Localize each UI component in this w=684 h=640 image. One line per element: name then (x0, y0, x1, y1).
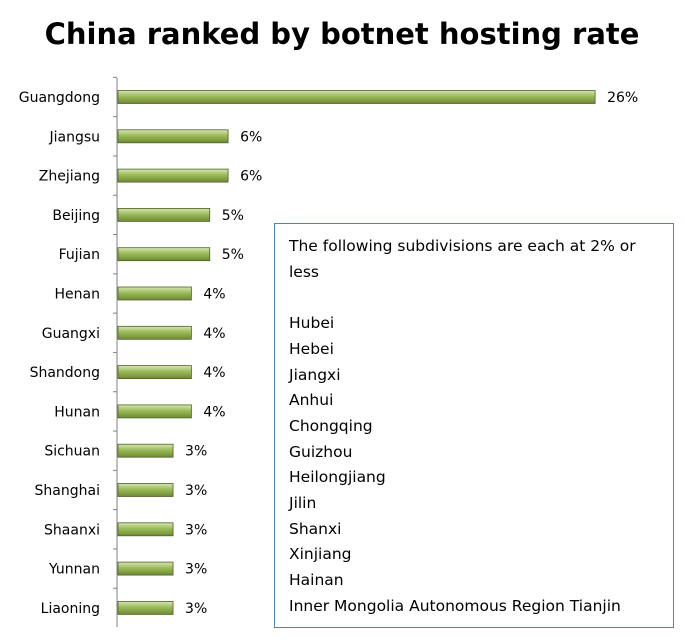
category-label-shanghai: Shanghai (35, 483, 100, 499)
value-label-guangdong: 26% (607, 90, 638, 106)
category-label-shandong: Shandong (30, 365, 100, 381)
value-label-shanghai: 3% (185, 483, 207, 499)
value-label-beijing: 5% (222, 208, 244, 224)
bar-yunnan (117, 561, 174, 576)
category-label-hunan: Hunan (54, 404, 100, 420)
category-label-shaanxi: Shaanxi (44, 522, 100, 538)
annotation-item: Heilongjiang (289, 468, 386, 487)
category-label-liaoning: Liaoning (41, 601, 100, 617)
bar-sichuan (117, 443, 174, 458)
value-label-zhejiang: 6% (240, 169, 262, 185)
value-label-guangxi: 4% (203, 326, 225, 342)
bars-layer: Guangdong 26% Jiangsu 6% Zhejiang 6% Beijing 5%… (19, 76, 638, 617)
value-label-shaanxi: 3% (185, 522, 207, 538)
category-label-sichuan: Sichuan (44, 444, 100, 460)
bar-shanghai (117, 483, 174, 497)
annotation-item: Jiangxi (289, 365, 341, 384)
category-label-fujian: Fujian (59, 247, 100, 263)
annotation-item: Anhui (289, 391, 334, 410)
value-label-yunnan: 3% (185, 562, 207, 578)
bar-liaoning (117, 601, 174, 615)
bar-jiangsu (117, 129, 229, 144)
bar-zhejiang (117, 168, 229, 183)
category-label-jiangsu: Jiangsu (48, 129, 100, 145)
bar-fujian (117, 247, 211, 262)
annotation-item: Hubei (289, 314, 335, 333)
annotation-item: Shanxi (289, 519, 342, 538)
annotation-item: Hainan (289, 571, 344, 590)
bar-guangxi (117, 325, 192, 340)
bar-shandong (117, 365, 192, 380)
annotation-item: Inner Mongolia Autonomous Region Tianjin (289, 596, 621, 615)
category-label-guangxi: Guangxi (42, 326, 100, 342)
value-label-sichuan: 3% (185, 444, 207, 460)
bar-henan (117, 286, 192, 301)
value-label-shandong: 4% (203, 365, 225, 381)
category-label-beijing: Beijing (52, 208, 100, 224)
annotation-item: Xinjiang (289, 545, 352, 564)
category-label-guangdong: Guangdong (19, 90, 100, 106)
bar-guangdong (117, 90, 596, 104)
value-label-hunan: 4% (203, 404, 225, 420)
category-label-yunnan: Yunnan (48, 562, 100, 578)
chart-title: China ranked by botnet hosting rate (45, 17, 640, 51)
category-label-henan: Henan (55, 287, 100, 303)
annotation-item: Jilin (289, 494, 317, 513)
bar-shaanxi (117, 522, 174, 537)
value-label-jiangsu: 6% (240, 129, 262, 145)
annotation-item: Guizhou (289, 442, 353, 461)
category-label-zhejiang: Zhejiang (39, 169, 100, 185)
value-label-liaoning: 3% (185, 601, 207, 617)
annotation-item: Hebei (289, 339, 334, 358)
value-label-henan: 4% (203, 287, 225, 303)
value-label-fujian: 5% (222, 247, 244, 263)
annotation-heading: The following subdivisions are each at 2… (289, 237, 636, 281)
bar-beijing (117, 207, 211, 222)
annotation-item: Chongqing (289, 416, 373, 435)
bar-hunan (117, 404, 192, 419)
annotation-list: Hubei Hebei Jiangxi Anhui Chongqing Guizhou He… (289, 311, 659, 619)
annotation-box: The following subdivisions are each at 2… (274, 223, 674, 628)
